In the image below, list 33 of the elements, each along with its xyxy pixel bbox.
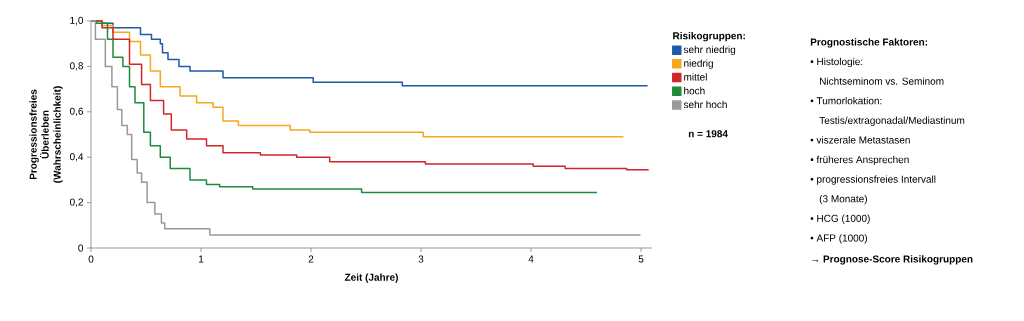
legend-label: sehr niedrig xyxy=(683,45,736,56)
text: n = 1984 xyxy=(688,130,728,138)
x-tick-label: 5 xyxy=(638,255,644,263)
legend-title: Risikogruppen: xyxy=(673,32,745,42)
legend-label: sehr hoch xyxy=(683,100,727,109)
text: • progressionsfreies Intervall xyxy=(810,175,936,185)
text: Nichtseminom vs. Seminom xyxy=(820,77,944,85)
text: • Histologie: xyxy=(810,57,863,68)
y-tick-label: 0,2 xyxy=(69,198,83,207)
y-tick-label: 0,6 xyxy=(69,107,84,116)
text: • HCG (1000) xyxy=(810,214,870,224)
x-tick-label: 2 xyxy=(308,255,314,263)
text: • viszerale Metastasen xyxy=(810,136,910,144)
y-tick-label: 0 xyxy=(78,244,84,252)
y-tick-label: 1,0 xyxy=(70,16,84,26)
text: → Prognose-Score Risikogruppen xyxy=(812,255,973,265)
text: Prognostische Faktoren: xyxy=(810,38,928,48)
text: (3 Monate) xyxy=(819,195,867,205)
text: • Tumorlokation: xyxy=(810,97,882,105)
text: • früheres Ansprechen xyxy=(810,155,909,166)
text: • AFP (1000) xyxy=(810,234,867,244)
x-tick-label: 1 xyxy=(198,255,204,263)
y-axis-title: Progressionsfreies Überleben (Wahrscheinlichkeit) xyxy=(29,86,63,183)
x-tick-label: 3 xyxy=(418,255,424,263)
x-axis-title: Zeit (Jahre) xyxy=(344,273,398,283)
legend-label: hoch xyxy=(684,86,705,95)
legend-label: mittel xyxy=(684,73,707,81)
x-tick-label: 4 xyxy=(528,255,534,263)
text: Testis/extragonadal/Mediastinum xyxy=(819,116,965,126)
y-tick-label: 0,8 xyxy=(69,62,84,71)
legend-label: niedrig xyxy=(684,59,713,69)
x-tick-label: 0 xyxy=(88,255,94,263)
y-tick-label: 0,4 xyxy=(69,153,84,162)
